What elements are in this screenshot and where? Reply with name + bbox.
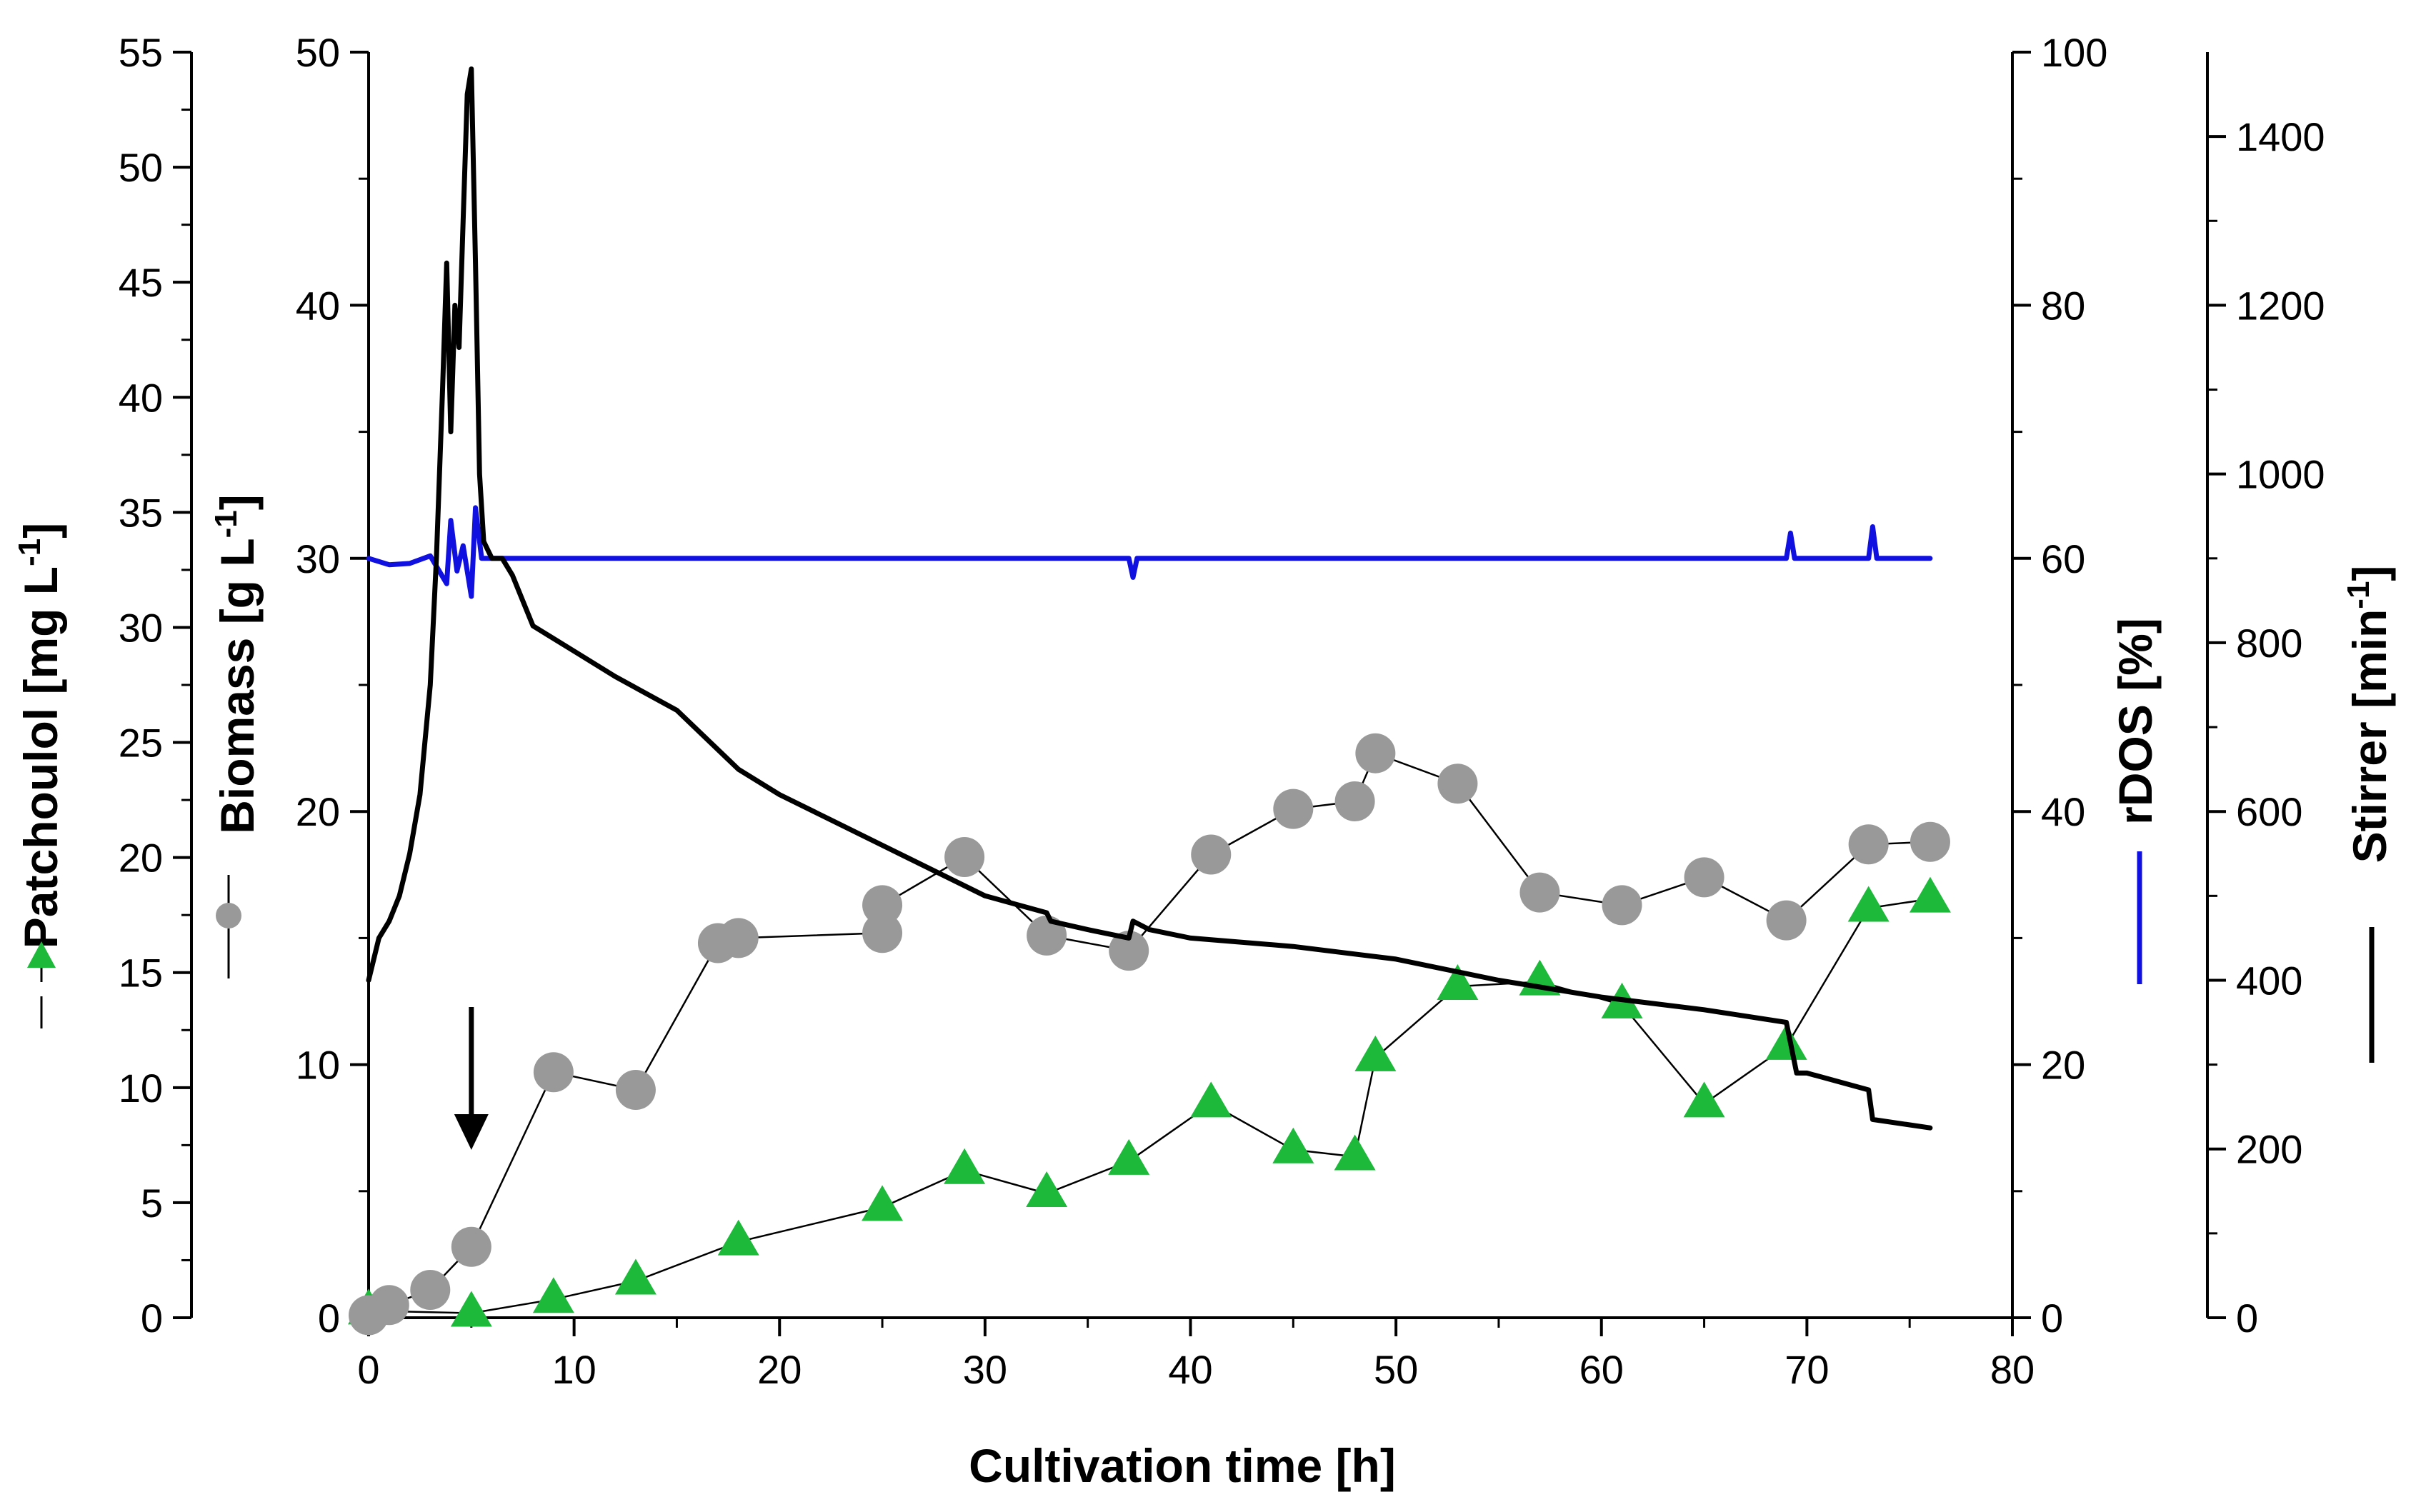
annotation-arrow-head: [454, 1114, 489, 1150]
biomass-point: [862, 913, 903, 953]
patchoulol-point: [1765, 1023, 1807, 1060]
patchoulol-point: [717, 1219, 759, 1256]
stirrer-tick-label: 1400: [2236, 114, 2325, 159]
patchoulol-tick-label: 45: [119, 260, 163, 305]
patchoulol-point: [1190, 1081, 1232, 1118]
biomass-point: [1437, 763, 1478, 804]
rdos-tick-label: 40: [2041, 789, 2085, 834]
biomass-point: [1684, 857, 1724, 898]
biomass-point: [1602, 885, 1642, 926]
biomass-point: [862, 885, 903, 926]
rdos-series-line: [366, 505, 1933, 599]
stirrer-tick-label: 600: [2236, 789, 2302, 834]
stirrer-tick-label: 400: [2236, 958, 2302, 1003]
patchoulol-tick-label: 5: [141, 1181, 163, 1226]
biomass-point: [1848, 824, 1889, 865]
biomass-point: [1191, 834, 1232, 875]
biomass-connector-line: [368, 752, 1930, 1316]
biomass-point: [533, 1052, 574, 1093]
patchoulol-tick-label: 30: [119, 605, 163, 650]
biomass-tick-label: 40: [296, 283, 340, 328]
patchoulol-tick-label: 50: [119, 145, 163, 190]
patchoulol-tick-label: 25: [119, 721, 163, 766]
biomass-point: [615, 1070, 656, 1111]
x-tick-label: 50: [1374, 1347, 1418, 1392]
axes-layer: 0 10 20 30 40 50 60 70 8005101520253035404550550…: [119, 30, 2325, 1392]
biomass-point: [1766, 900, 1807, 941]
patchoulol-tick-label: 55: [119, 30, 163, 75]
patchoulol-point: [1026, 1171, 1068, 1208]
biomass-tick-label: 50: [296, 30, 340, 75]
biomass-axis-title: Biomass [g L-1]: [209, 494, 264, 834]
biomass-point: [1027, 915, 1067, 956]
patchoulol-point: [1847, 886, 1890, 922]
biomass-tick-label: 30: [296, 536, 340, 581]
biomass-point: [1355, 733, 1396, 773]
patchoulol-point: [1272, 1127, 1314, 1163]
biomass-point: [944, 836, 985, 877]
rdos-tick-label: 100: [2041, 30, 2107, 75]
annotation-layer: [454, 1007, 489, 1150]
series-layer: [348, 66, 1951, 1336]
patchoulol-point: [532, 1277, 574, 1313]
stirrer-axis-title: Stirrer [min-1]: [2341, 566, 2396, 863]
stirrer-tick-label: 200: [2236, 1127, 2302, 1172]
patchoulol-tick-label: 35: [119, 490, 163, 535]
patchoulol-point: [614, 1258, 657, 1295]
patchoulol-point: [1354, 1035, 1397, 1071]
biomass-point: [1273, 788, 1314, 829]
x-tick-label: 0: [357, 1347, 379, 1392]
rdos-tick-label: 80: [2041, 283, 2085, 328]
stirrer-tick-label: 0: [2236, 1296, 2258, 1341]
biomass-point: [451, 1226, 491, 1267]
biomass-tick-label: 10: [296, 1043, 340, 1088]
x-tick-label: 30: [963, 1347, 1007, 1392]
x-tick-label: 20: [757, 1347, 802, 1392]
biomass-point: [1109, 931, 1149, 971]
stirrer-tick-label: 1000: [2236, 452, 2325, 497]
patchoulol-legend-key: [27, 941, 56, 1028]
patchoulol-point: [450, 1291, 492, 1327]
stirrer-series-line: [366, 66, 1933, 1131]
biomass-tick-label: 20: [296, 789, 340, 834]
patchoulol-point: [1683, 1081, 1725, 1118]
patchoulol-point: [862, 1185, 904, 1221]
patchoulol-point: [1108, 1138, 1150, 1175]
biomass-point: [369, 1285, 409, 1326]
patchoulol-connector-line: [368, 898, 1931, 1314]
stirrer-tick-label: 800: [2236, 621, 2302, 666]
patchoulol-tick-label: 15: [119, 951, 163, 996]
stirrer-tick-label: 1200: [2236, 283, 2325, 328]
biomass-point: [1519, 872, 1560, 913]
patchoulol-tick-label: 40: [119, 375, 163, 420]
rdos-tick-label: 20: [2041, 1043, 2085, 1088]
x-tick-label: 70: [1784, 1347, 1829, 1392]
patchoulol-point: [944, 1148, 986, 1184]
biomass-tick-label: 0: [318, 1296, 340, 1341]
patchoulol-tick-label: 0: [141, 1296, 163, 1341]
biomass-point: [410, 1270, 451, 1311]
patchoulol-tick-label: 20: [119, 836, 163, 881]
biomass-legend-key: [216, 875, 241, 978]
titles-layer: Cultivation time [h] Patchoulol [mg L-1]…: [12, 494, 2396, 1492]
rdos-tick-label: 0: [2041, 1296, 2063, 1341]
x-tick-label: 60: [1579, 1347, 1624, 1392]
patchoulol-tick-label: 10: [119, 1066, 163, 1111]
x-tick-label: 10: [551, 1347, 596, 1392]
patchoulol-point: [1437, 964, 1479, 1001]
biomass-point: [1334, 781, 1375, 822]
biomass-point: [718, 918, 759, 958]
patchoulol-point: [1909, 876, 1951, 913]
patchoulol-axis-title: Patchoulol [mg L-1]: [12, 523, 67, 948]
x-tick-label: 40: [1168, 1347, 1212, 1392]
rdos-tick-label: 60: [2041, 536, 2085, 581]
patchoulol-point: [1334, 1134, 1376, 1171]
x-axis-title: Cultivation time [h]: [969, 1439, 1396, 1492]
biomass-point: [1910, 821, 1950, 862]
x-tick-label: 80: [1990, 1347, 2035, 1392]
rdos-axis-title: rDOS [%]: [2109, 618, 2162, 825]
